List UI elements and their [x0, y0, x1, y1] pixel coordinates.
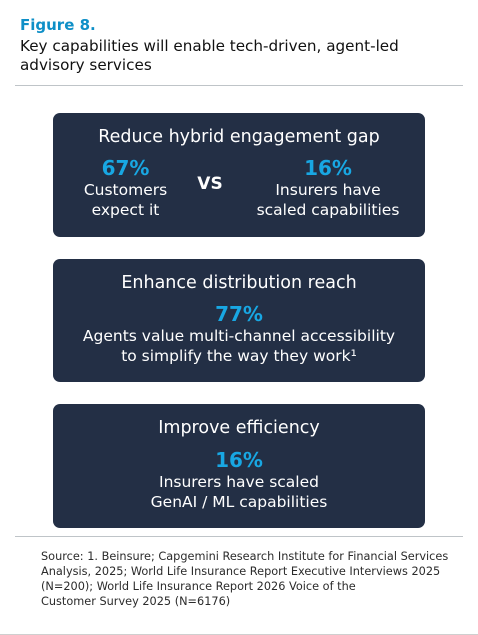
card-title: Reduce hybrid engagement gap — [98, 127, 380, 147]
figure-title-line-1: Key capabilities will enable tech-driven… — [20, 37, 399, 55]
capability-card-efficiency: Improve efficiency 16% Insurers have sca… — [53, 404, 425, 528]
efficiency-stat-desc-line-1: Insurers have scaled — [159, 473, 319, 491]
source-divider — [15, 536, 463, 537]
efficiency-stat-desc-line-2: GenAI / ML capabilities — [150, 493, 328, 511]
source-line-4: Customer Survey 2025 (N=6176) — [41, 595, 231, 608]
figure-title: Key capabilities will enable tech-driven… — [20, 37, 470, 75]
customer-stat-desc-line-2: expect it — [91, 201, 160, 219]
figure-header: Figure 8. Key capabilities will enable t… — [20, 16, 470, 75]
source-line-2: Analysis, 2025; World Life Insurance Rep… — [41, 565, 441, 578]
agent-stat-desc-line-1: Agents value multi-channel accessibility — [82, 327, 396, 345]
source-note: Source: 1. Beinsure; Capgemini Research … — [41, 549, 466, 609]
card-title: Enhance distribution reach — [121, 273, 357, 293]
agent-stat-desc-line-2: to simplify the way they work¹ — [121, 347, 357, 365]
customer-stat-value: 67% — [101, 156, 150, 180]
capability-card-hybrid-engagement: Reduce hybrid engagement gap 67% Custome… — [53, 113, 425, 237]
figure-title-line-2: advisory services — [20, 56, 152, 74]
insurer-stat-value: 16% — [304, 156, 352, 180]
capability-card-distribution-reach: Enhance distribution reach 77% Agents va… — [53, 259, 425, 382]
insurer-stat-desc-line-1: Insurers have — [275, 181, 381, 199]
source-line-1: Source: 1. Beinsure; Capgemini Research … — [41, 550, 449, 563]
customer-stat-desc-line-1: Customers — [83, 181, 168, 199]
agent-stat-value: 77% — [215, 302, 263, 326]
efficiency-stat-value: 16% — [215, 448, 263, 472]
insurer-stat-desc-line-2: scaled capabilities — [256, 201, 400, 219]
header-divider — [15, 85, 463, 86]
versus-label: VS — [197, 174, 223, 194]
insurer-stat-column: 16% Insurers have scaled capabilities — [253, 156, 403, 220]
efficiency-stat-block: 16% Insurers have scaled GenAI / ML capa… — [53, 448, 425, 512]
agent-stat-block: 77% Agents value multi-channel accessibi… — [53, 302, 425, 366]
source-line-3: (N=200); World Life Insurance Report 202… — [41, 580, 356, 593]
card-title: Improve efficiency — [158, 418, 320, 438]
customer-stat-column: 67% Customers expect it — [73, 156, 178, 220]
figure-label: Figure 8. — [20, 16, 96, 34]
